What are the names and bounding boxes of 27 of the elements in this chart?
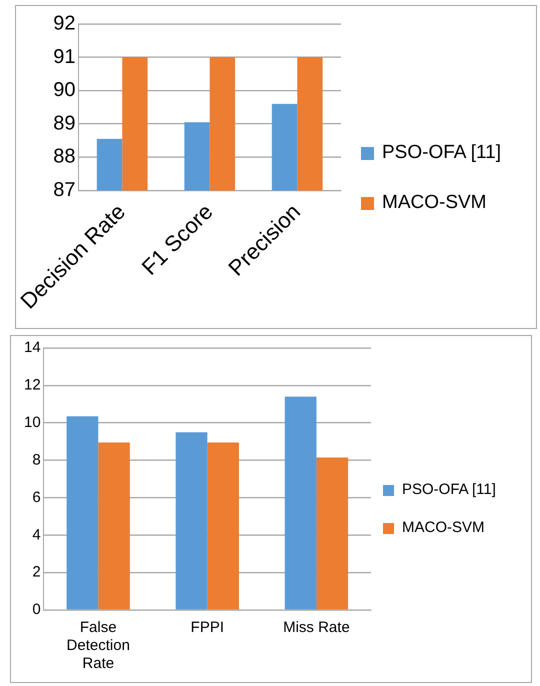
y-tick-label: 92	[53, 12, 76, 35]
legend-label: PSO-OFA [11]	[382, 141, 501, 165]
bar	[284, 396, 316, 610]
y-tick-label: 4	[32, 526, 41, 544]
bar	[176, 432, 208, 610]
y-tick-label: 2	[32, 564, 41, 581]
y-tick-label: 87	[53, 179, 76, 202]
y-tick-label: 8	[32, 451, 41, 468]
legend-label: MACO-SVM	[382, 191, 486, 215]
x-tick-label: FPPI	[190, 619, 224, 636]
y-tick-label: 6	[32, 488, 41, 506]
bar	[66, 416, 98, 610]
y-tick-label: 12	[24, 376, 41, 394]
y-tick-label: 89	[53, 112, 76, 134]
x-tick-label: Miss Rate	[283, 619, 350, 636]
bar	[98, 442, 130, 610]
legend-label: MACO-SVM	[402, 519, 484, 537]
bar	[207, 442, 239, 610]
y-tick-label: 14	[24, 339, 41, 356]
y-tick-label: 10	[24, 414, 41, 431]
y-tick-label: 91	[53, 46, 76, 68]
y-tick-label: 0	[32, 601, 41, 618]
x-tick-label: False Detection Rate	[66, 619, 130, 672]
bar	[316, 457, 348, 610]
legend-label: PSO-OFA [11]	[402, 481, 496, 499]
y-tick-label: 90	[53, 79, 76, 102]
y-tick-label: 88	[53, 146, 76, 168]
